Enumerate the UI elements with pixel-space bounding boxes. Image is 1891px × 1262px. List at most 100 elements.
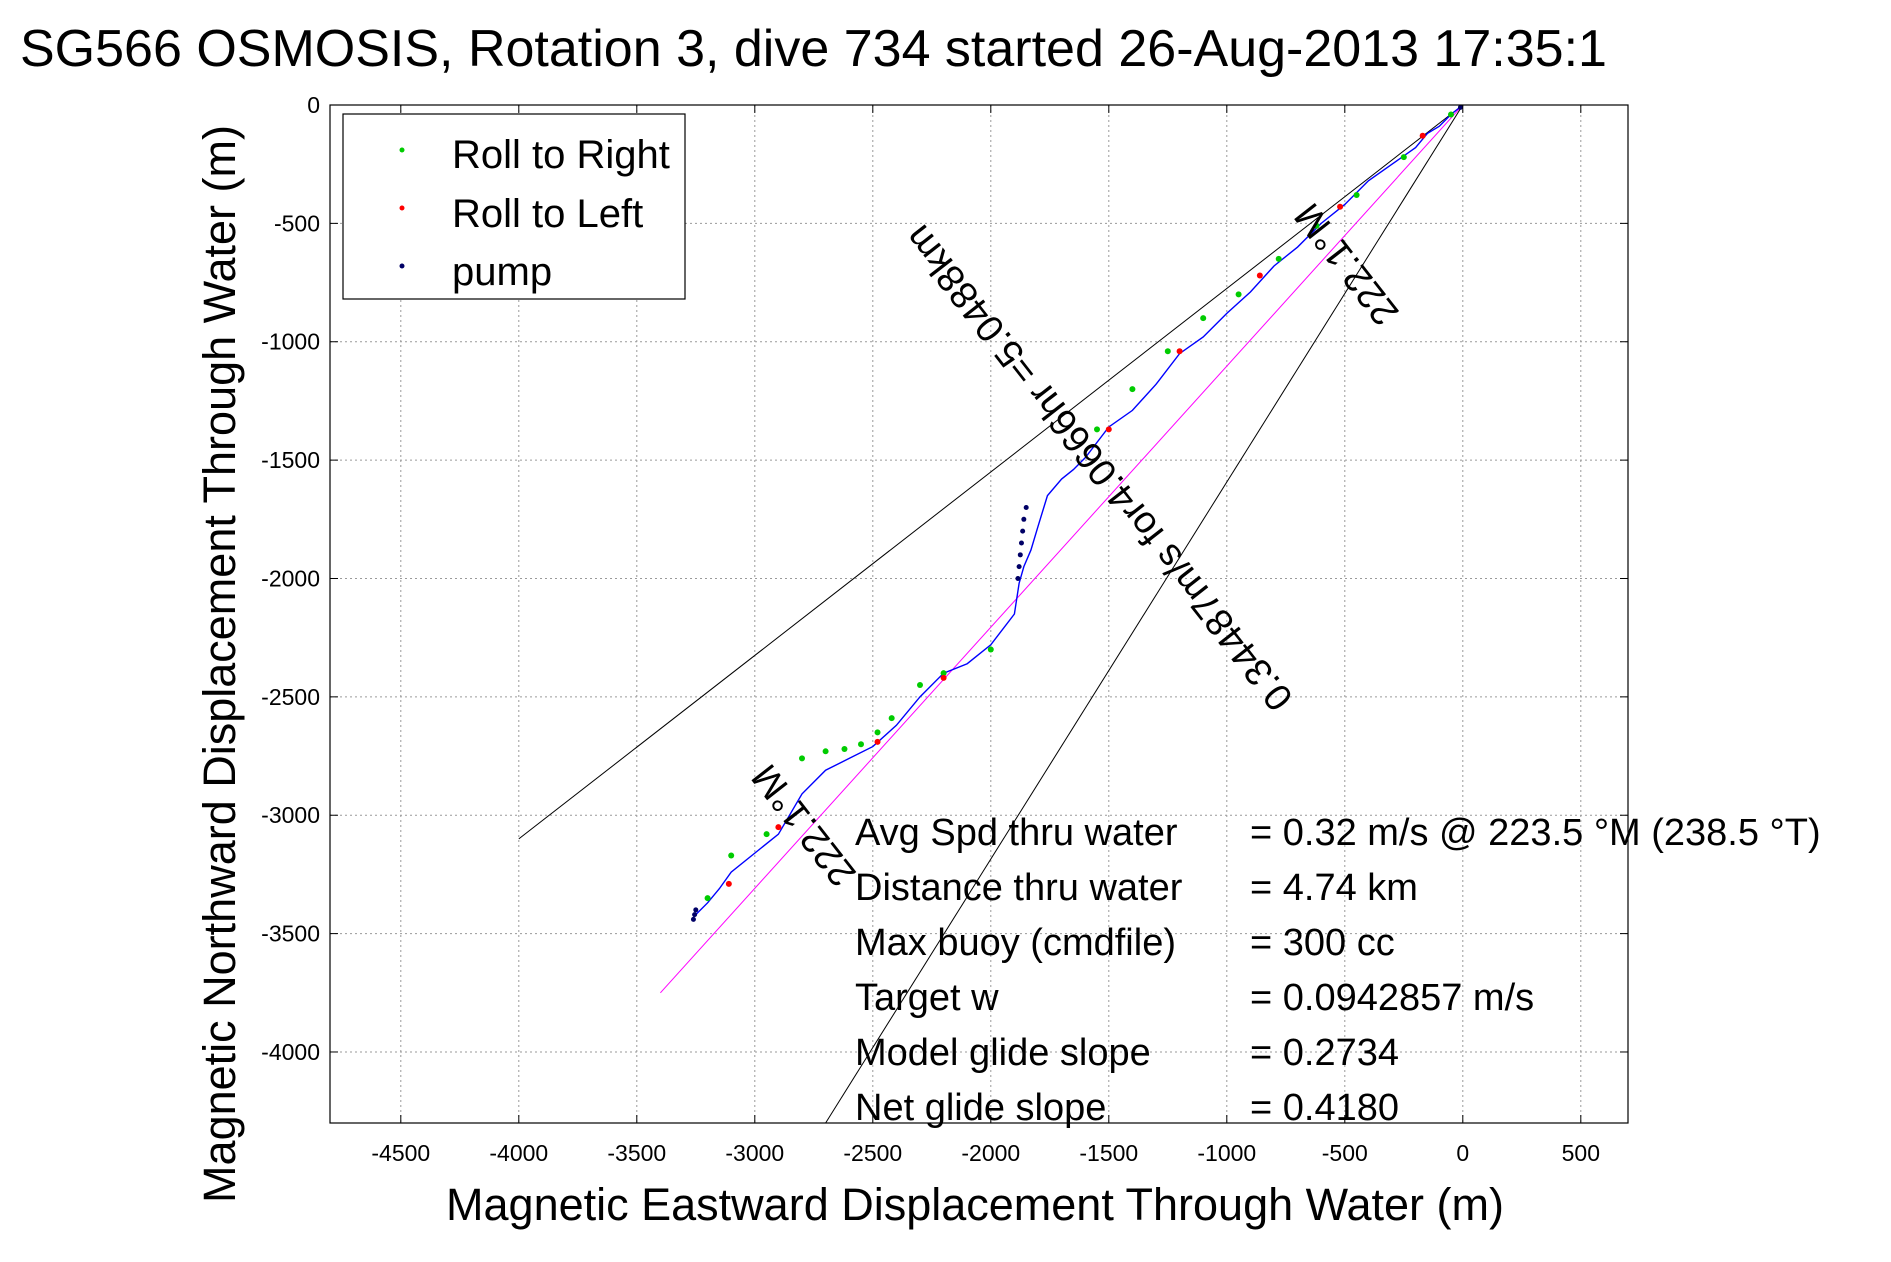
roll-right-marker (1200, 315, 1207, 322)
stat-label: Model glide slope (855, 1032, 1151, 1074)
pump-marker (690, 916, 696, 922)
stat-label: Net glide slope (855, 1087, 1106, 1129)
roll-right-marker (841, 745, 848, 752)
legend: Roll to Right Roll to Left pump (342, 113, 686, 300)
legend-label-roll-right: Roll to Right (452, 133, 670, 177)
legend-marker-pump (399, 263, 405, 269)
track-annotation: 222.1°M (744, 756, 864, 894)
roll-right-marker (1235, 291, 1242, 298)
roll-left-marker (725, 880, 732, 887)
x-tick-label: -500 (1322, 1140, 1368, 1166)
bounding-line (518, 105, 1464, 840)
heading-line (660, 105, 1464, 994)
roll-right-marker (874, 729, 881, 736)
y-tick-label: -4000 (261, 1039, 320, 1065)
reference-lines (518, 105, 1464, 1123)
glider-track-line (692, 105, 1464, 918)
pump-marker (1023, 504, 1029, 510)
stat-label: Avg Spd thru water (855, 812, 1178, 854)
roll-left-marker (1105, 426, 1112, 433)
roll-left-marker (874, 738, 881, 745)
x-axis-ticks: -4500 -4000 -3500 -3000 -2500 -2000 -1500 -1000… (371, 105, 1600, 1166)
stat-value: = 0.2734 (1250, 1032, 1399, 1074)
roll-right-marker (1094, 426, 1100, 433)
roll-right-marker (763, 831, 770, 838)
pump-marker (1017, 552, 1023, 558)
roll-right-marker (728, 852, 735, 859)
pump-marker (1021, 516, 1027, 522)
roll-left-marker (940, 674, 947, 681)
x-tick-label: 500 (1562, 1140, 1600, 1166)
pump-marker (693, 907, 699, 913)
stat-value: = 300 cc (1250, 922, 1395, 964)
plot-frame (329, 104, 1629, 1124)
roll-right-marker (1164, 348, 1171, 355)
x-tick-label: -4000 (489, 1140, 548, 1166)
roll-right-marker (1129, 386, 1136, 393)
roll-left-marker (775, 824, 782, 831)
roll-right-marker (987, 646, 994, 653)
stat-label: Target w (855, 977, 999, 1019)
legend-marker-roll-right (399, 147, 405, 153)
x-tick-label: -4500 (371, 1140, 430, 1166)
roll-left-marker (1256, 272, 1263, 279)
pump-marker (1457, 104, 1463, 110)
track-annotation: 0.34487m/s for4.0666hr =5.0488km (897, 217, 1301, 718)
markers-layer (690, 104, 1463, 922)
stat-value: = 0.4180 (1250, 1087, 1399, 1129)
roll-left-marker (1419, 132, 1426, 139)
y-axis-ticks: 0 -500 -1000 -1500 -2000 -2500 -3000 -3500 -4000 (261, 92, 1628, 1065)
x-tick-label: -2500 (843, 1140, 902, 1166)
roll-right-marker (822, 748, 829, 755)
pump-marker (692, 912, 698, 918)
y-tick-label: -2000 (261, 565, 320, 591)
roll-right-marker (858, 741, 864, 748)
y-tick-label: -1000 (261, 329, 320, 355)
stat-label: Max buoy (cmdfile) (855, 922, 1176, 964)
stat-value: = 4.74 km (1250, 867, 1418, 909)
legend-label-roll-left: Roll to Left (452, 192, 643, 236)
y-tick-label: -500 (274, 210, 320, 236)
x-tick-label: -3500 (607, 1140, 666, 1166)
roll-right-marker (799, 755, 805, 762)
track-layer (692, 105, 1464, 918)
roll-right-marker (704, 895, 711, 902)
stat-value: = 0.0942857 m/s (1250, 977, 1534, 1019)
pump-marker (1016, 564, 1022, 570)
x-tick-label: -3000 (725, 1140, 784, 1166)
x-tick-label: -2000 (961, 1140, 1020, 1166)
legend-marker-roll-left (399, 205, 405, 211)
track-annotation: 222.1°M (1287, 195, 1407, 333)
annotations: 222.1°M0.34487m/s for4.0666hr =5.0488km2… (744, 195, 1407, 894)
y-tick-label: -2500 (261, 684, 320, 710)
pump-marker (1015, 575, 1021, 581)
roll-right-marker (1313, 222, 1320, 229)
roll-left-marker (1176, 348, 1183, 355)
legend-label-pump: pump (452, 250, 552, 294)
y-tick-label: 0 (307, 92, 320, 118)
pump-marker (1018, 540, 1024, 546)
roll-right-marker (940, 670, 947, 677)
chart-title: SG566 OSMOSIS, Rotation 3, dive 734 star… (20, 20, 1607, 78)
y-axis-label: Magnetic Northward Displacement Through … (194, 125, 245, 1203)
dive-statistics: Avg Spd thru water = 0.32 m/s @ 223.5 °M … (855, 812, 1821, 1129)
y-tick-label: -3500 (261, 921, 320, 947)
roll-right-marker (917, 682, 923, 689)
bounding-line (825, 105, 1464, 1123)
x-tick-label: -1500 (1079, 1140, 1138, 1166)
x-tick-label: -1000 (1197, 1140, 1256, 1166)
roll-right-marker (1275, 255, 1282, 262)
y-tick-label: -3000 (261, 802, 320, 828)
y-tick-label: -1500 (261, 447, 320, 473)
roll-right-marker (1448, 111, 1454, 118)
roll-right-marker (1353, 191, 1360, 198)
x-tick-label: 0 (1456, 1140, 1469, 1166)
stat-value: = 0.32 m/s @ 223.5 °M (238.5 °T) (1250, 812, 1821, 854)
roll-right-marker (888, 715, 895, 722)
stat-label: Distance thru water (855, 867, 1183, 909)
roll-left-marker (1337, 203, 1344, 210)
x-axis-label: Magnetic Eastward Displacement Through W… (446, 1179, 1504, 1230)
pump-marker (1020, 528, 1026, 534)
roll-right-marker (1400, 154, 1407, 161)
